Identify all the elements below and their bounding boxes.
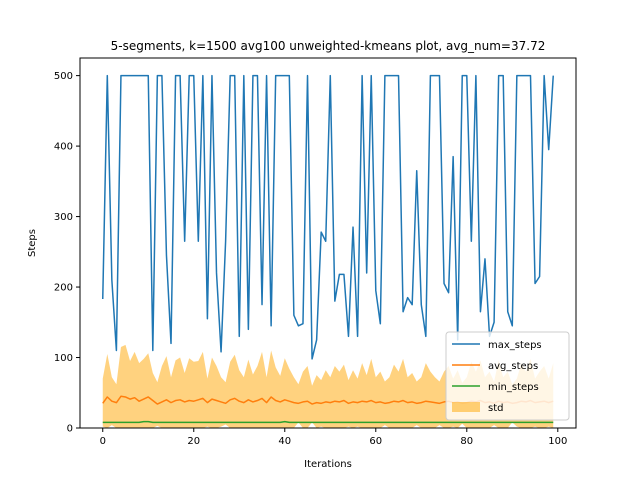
x-tick-label: 80 [460,436,473,447]
series-max-steps-line [102,74,554,360]
legend-min-steps-label: min_steps [488,382,539,393]
plot-frame [79,57,577,429]
legend-avg-steps-label: avg_steps [488,361,538,372]
x-tick-label: 60 [369,436,382,447]
chart-title: 5-segments, k=1500 avg100 unweighted-kme… [111,39,546,53]
y-tick-label: 300 [54,212,73,223]
x-tick-label: 20 [187,436,200,447]
series-min-steps-line [102,420,554,424]
x-tick-label: 0 [100,436,106,447]
x-tick-label: 40 [278,436,291,447]
y-tick-label: 0 [67,424,73,435]
x-axis-label: Iterations [304,459,352,470]
legend-std-label: std [488,403,503,414]
y-tick-label: 200 [54,283,73,294]
series-std-band [102,344,554,428]
y-tick-label: 400 [54,142,73,153]
y-tick-label: 100 [54,353,73,364]
legend-max-steps-label: max_steps [488,340,542,351]
y-axis-label: Steps [27,229,38,257]
x-tick-label: 100 [548,436,567,447]
legend-box [445,331,570,421]
legend-std-swatch [452,402,480,412]
y-tick-label: 500 [54,71,73,82]
